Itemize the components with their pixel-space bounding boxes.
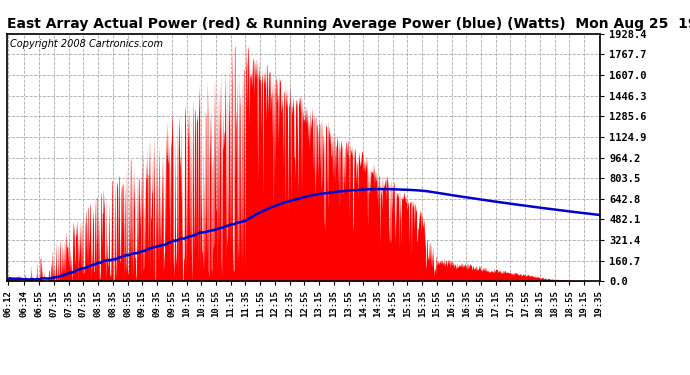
Text: Copyright 2008 Cartronics.com: Copyright 2008 Cartronics.com: [10, 39, 163, 49]
Text: East Array Actual Power (red) & Running Average Power (blue) (Watts)  Mon Aug 25: East Array Actual Power (red) & Running …: [7, 17, 690, 31]
